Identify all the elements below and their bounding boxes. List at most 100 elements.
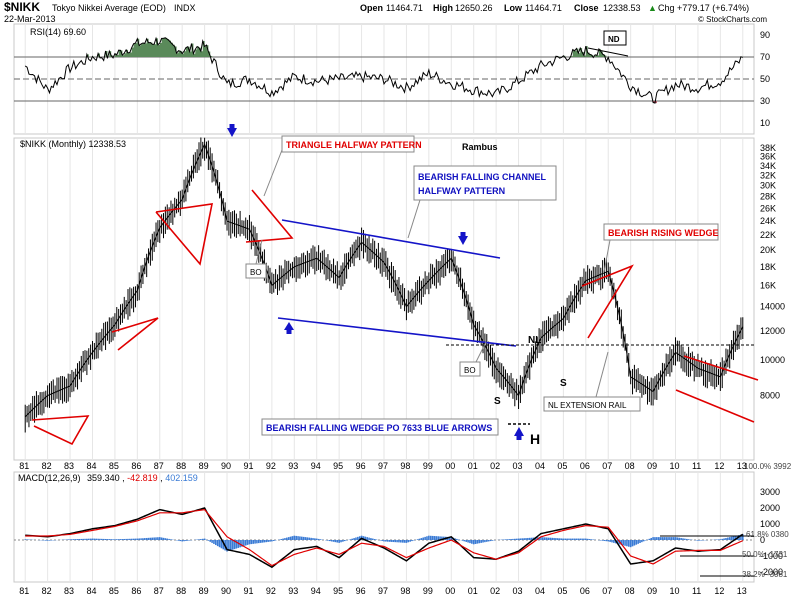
macd-hist-bar bbox=[527, 537, 529, 540]
macd-hist-bar bbox=[721, 538, 724, 540]
macd-hist-bar bbox=[201, 538, 204, 540]
channel-label-box bbox=[413, 165, 557, 201]
macd-hist-bar bbox=[461, 540, 464, 541]
triangle-label-box bbox=[281, 135, 415, 153]
macd-hist-bar bbox=[504, 539, 507, 540]
price-tick-label: 24K bbox=[760, 216, 776, 226]
x-tick-label: 93 bbox=[288, 586, 298, 596]
bo-label-2: BO bbox=[464, 366, 476, 375]
macd-hist-bar bbox=[213, 540, 215, 544]
x-tick-label: 92 bbox=[266, 461, 276, 471]
macd-hist-bar bbox=[577, 538, 580, 540]
x-tick-label: 08 bbox=[625, 461, 635, 471]
macd-hist-bar bbox=[151, 537, 154, 540]
x-tick-label: 98 bbox=[400, 586, 410, 596]
macd-tick-label: 3000 bbox=[760, 487, 780, 497]
macd-hist-bar bbox=[469, 540, 471, 544]
macd-hist-bar bbox=[512, 538, 514, 540]
x-tick-label: 82 bbox=[42, 461, 52, 471]
macd-hist-bar bbox=[269, 540, 271, 542]
macd-hist-bar bbox=[302, 536, 305, 540]
change-value: Chg +779.17 (+6.74%) bbox=[658, 3, 749, 13]
macd-comma-1: , bbox=[122, 473, 127, 483]
x-tick-label: 05 bbox=[557, 461, 567, 471]
macd-hist-bar bbox=[620, 540, 623, 545]
macd-tick-label: -1000 bbox=[760, 551, 783, 561]
macd-hist-bar bbox=[231, 540, 234, 550]
macd-hist-bar bbox=[145, 537, 148, 540]
macd-signal-value: -42.819 bbox=[127, 473, 158, 483]
macd-hist-bar bbox=[67, 539, 69, 540]
fib-382-label: 38.2% -3081 bbox=[742, 570, 788, 579]
macd-hist-bar bbox=[657, 537, 660, 540]
x-tick-label: 11 bbox=[692, 461, 701, 471]
nl-label: NL bbox=[528, 335, 541, 346]
arrow-down-top-stem bbox=[229, 124, 235, 129]
macd-value: 359.340 bbox=[87, 473, 120, 483]
macd-hist-bar bbox=[506, 539, 509, 540]
price-tick-label: 36K bbox=[760, 152, 776, 162]
macd-hist-bar bbox=[286, 537, 288, 540]
macd-hist-bar bbox=[82, 538, 84, 540]
macd-hist-bar bbox=[678, 537, 681, 540]
macd-hist-bar bbox=[631, 540, 634, 547]
macd-hist-bar bbox=[400, 540, 402, 543]
macd-hist-bar bbox=[586, 538, 589, 540]
x-tick-label: 87 bbox=[154, 461, 164, 471]
macd-hist-bar bbox=[725, 538, 727, 540]
macd-hist-bar bbox=[478, 540, 481, 544]
macd-hist-bar bbox=[629, 540, 632, 548]
macd-hist-bar bbox=[84, 538, 86, 540]
triangle-label-leader bbox=[263, 149, 283, 197]
macd-hist-bar bbox=[261, 540, 264, 543]
macd-hist-bar bbox=[642, 540, 645, 542]
macd-hist-bar bbox=[633, 540, 636, 546]
macd-comma-2: , bbox=[160, 473, 165, 483]
macd-hist-bar bbox=[463, 540, 466, 542]
arrow-up-bottom-stem bbox=[516, 435, 522, 440]
x-tick-label: 94 bbox=[311, 461, 321, 471]
macd-hist-bar bbox=[263, 540, 266, 543]
macd-hist-bar bbox=[450, 537, 453, 540]
open-value: 11464.71 bbox=[386, 3, 423, 13]
macd-hist-bar bbox=[353, 538, 355, 540]
macd-hist-bar bbox=[272, 540, 275, 541]
price-tick-label: 12000 bbox=[760, 326, 785, 336]
macd-hist-bar bbox=[254, 540, 256, 544]
macd-hist-bar bbox=[611, 540, 613, 543]
macd-hist-bar bbox=[553, 537, 555, 540]
macd-hist-bar bbox=[556, 538, 559, 540]
x-tick-label: 11 bbox=[692, 586, 701, 596]
macd-hist-bar bbox=[373, 539, 376, 540]
x-tick-label: 96 bbox=[356, 586, 366, 596]
nl-rail-box bbox=[543, 396, 641, 412]
macd-hist-bar bbox=[24, 539, 27, 540]
macd-hist-bar bbox=[284, 538, 286, 540]
macd-hist-bar bbox=[168, 538, 170, 540]
macd-hist-bar bbox=[485, 540, 488, 542]
macd-hist-bar bbox=[117, 539, 120, 540]
macd-hist-bar bbox=[233, 540, 236, 550]
price-tick-label: 28K bbox=[760, 192, 776, 202]
macd-hist-bar bbox=[480, 540, 482, 543]
x-tick-label: 95 bbox=[333, 461, 343, 471]
arrow-down-top bbox=[227, 128, 237, 137]
macd-hist-bar bbox=[515, 538, 518, 540]
high-value: 12650.26 bbox=[455, 3, 493, 13]
macd-tick-label: 1000 bbox=[760, 519, 780, 529]
arrow-up-bottom bbox=[514, 427, 524, 436]
rsi-tick-label: 70 bbox=[760, 52, 770, 62]
macd-title-label: MACD(12,26,9) bbox=[18, 473, 81, 483]
macd-hist-bar bbox=[381, 540, 383, 541]
macd-hist-bar bbox=[740, 534, 742, 540]
x-tick-label: 98 bbox=[400, 461, 410, 471]
macd-hist-bar bbox=[349, 539, 352, 540]
rsi-tick-label: 90 bbox=[760, 30, 770, 40]
watermark: © StockCharts.com bbox=[698, 15, 767, 24]
macd-hist-bar bbox=[424, 536, 426, 540]
macd-hist-bar bbox=[265, 540, 268, 543]
macd-hist-bar bbox=[186, 540, 189, 541]
macd-hist-bar bbox=[609, 540, 611, 542]
macd-hist-bar bbox=[624, 540, 626, 546]
